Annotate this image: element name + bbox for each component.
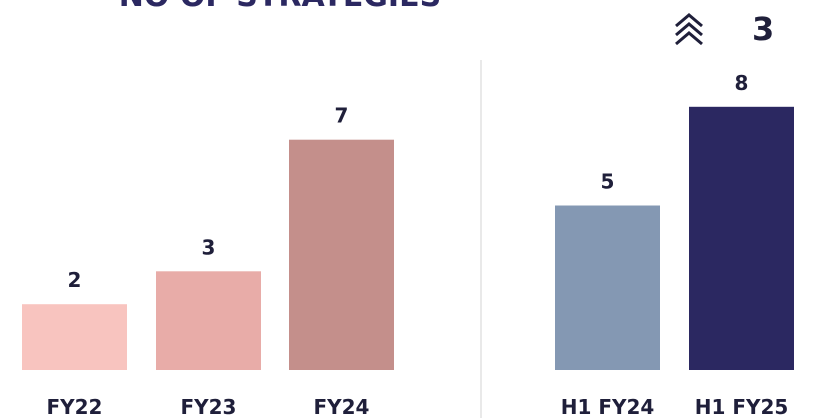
bar: [555, 205, 660, 370]
increase-annotation: 3: [752, 10, 774, 48]
value-label: 5: [601, 170, 615, 194]
bar: [22, 304, 127, 370]
value-label: 2: [68, 268, 82, 292]
x-tick-label: FY22: [47, 395, 103, 418]
x-tick-label: H1 FY25: [695, 395, 789, 418]
x-tick-label: FY23: [181, 395, 237, 418]
chart-title: NO OF STRATEGIES: [119, 0, 441, 14]
bar: [156, 271, 261, 370]
chevron-icon: [675, 13, 703, 46]
value-label: 7: [335, 104, 349, 128]
value-label: 8: [735, 71, 749, 95]
x-tick-label: H1 FY24: [561, 395, 655, 418]
value-label: 3: [202, 235, 216, 259]
x-tick-label: FY24: [314, 395, 370, 418]
bar: [689, 106, 794, 371]
bar: [289, 139, 394, 370]
